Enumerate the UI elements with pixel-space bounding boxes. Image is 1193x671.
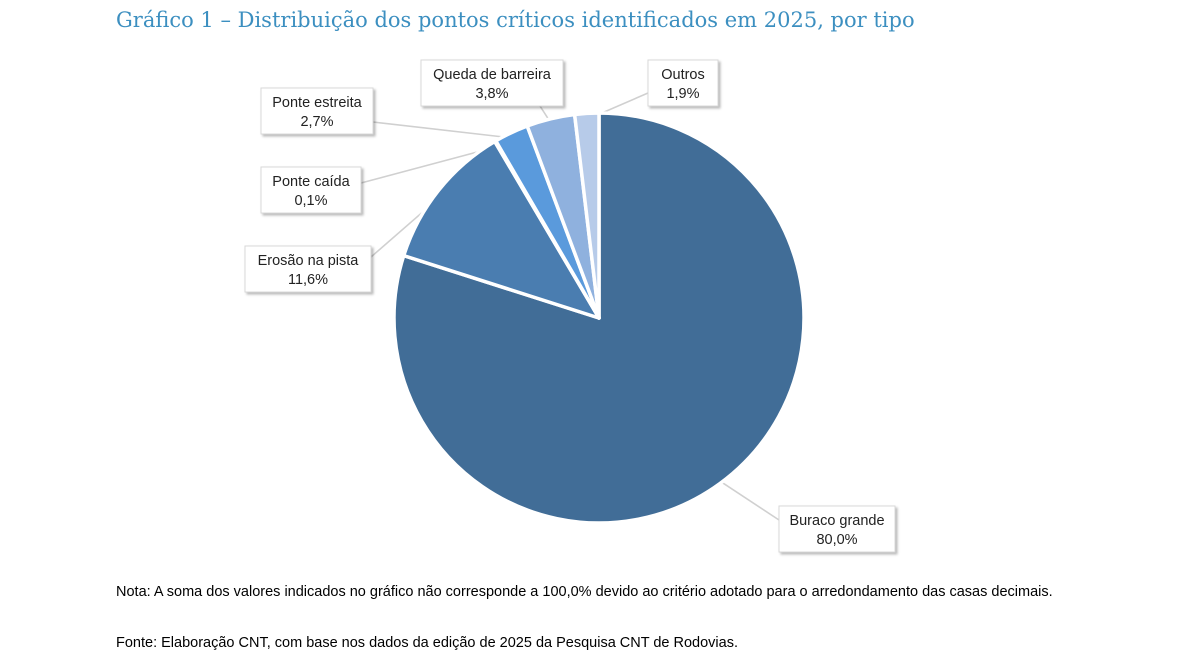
pie-slices xyxy=(392,111,806,525)
data-label-value: 0,1% xyxy=(294,193,327,209)
data-label-box xyxy=(260,166,362,214)
data-label-name: Queda de barreira xyxy=(433,67,552,83)
data-label-erosao-na-pista: Erosão na pista 11,6% xyxy=(244,245,372,293)
data-label-ponte-estreita: Ponte estreita 2,7% xyxy=(260,87,374,135)
data-label-box xyxy=(778,505,896,553)
chart-title: Gráfico 1 – Distribuição dos pontos crít… xyxy=(116,8,915,32)
data-label-name: Buraco grande xyxy=(789,513,884,529)
chart-source: Fonte: Elaboração CNT, com base nos dado… xyxy=(116,635,738,651)
chart-note: Nota: A soma dos valores indicados no gr… xyxy=(116,584,1053,600)
leader-line-buraco-grande xyxy=(715,478,780,521)
data-label-outros: Outros 1,9% xyxy=(647,59,719,107)
data-label-value: 11,6% xyxy=(288,272,328,288)
pie-slice-erosao-na-pista xyxy=(401,139,601,320)
data-label-value: 3,8% xyxy=(475,86,508,102)
data-label-value: 80,0% xyxy=(816,532,857,548)
data-label-value: 1,9% xyxy=(666,86,699,102)
data-label-name: Ponte estreita xyxy=(272,95,362,111)
data-label-queda-de-barreira: Queda de barreira 3,8% xyxy=(420,59,564,107)
data-label-box xyxy=(260,87,374,135)
pie-slice-outros xyxy=(572,111,601,320)
data-label-box xyxy=(420,59,564,107)
data-label-name: Ponte caída xyxy=(272,174,350,190)
data-label-buraco-grande: Buraco grande 80,0% xyxy=(778,505,896,553)
data-label-name: Outros xyxy=(661,67,705,83)
leader-line-ponte-estreita xyxy=(372,121,514,139)
data-labels: Buraco grande 80,0% Erosão na pista 11,6% Po… xyxy=(244,59,896,553)
data-label-box xyxy=(647,59,719,107)
pie-chart: Buraco grande 80,0% Erosão na pista 11,6% Po… xyxy=(244,59,896,553)
data-label-box xyxy=(244,245,372,293)
data-label-name: Erosão na pista xyxy=(258,253,360,269)
data-label-value: 2,7% xyxy=(300,114,333,130)
data-label-ponte-caida: Ponte caída 0,1% xyxy=(260,166,362,214)
